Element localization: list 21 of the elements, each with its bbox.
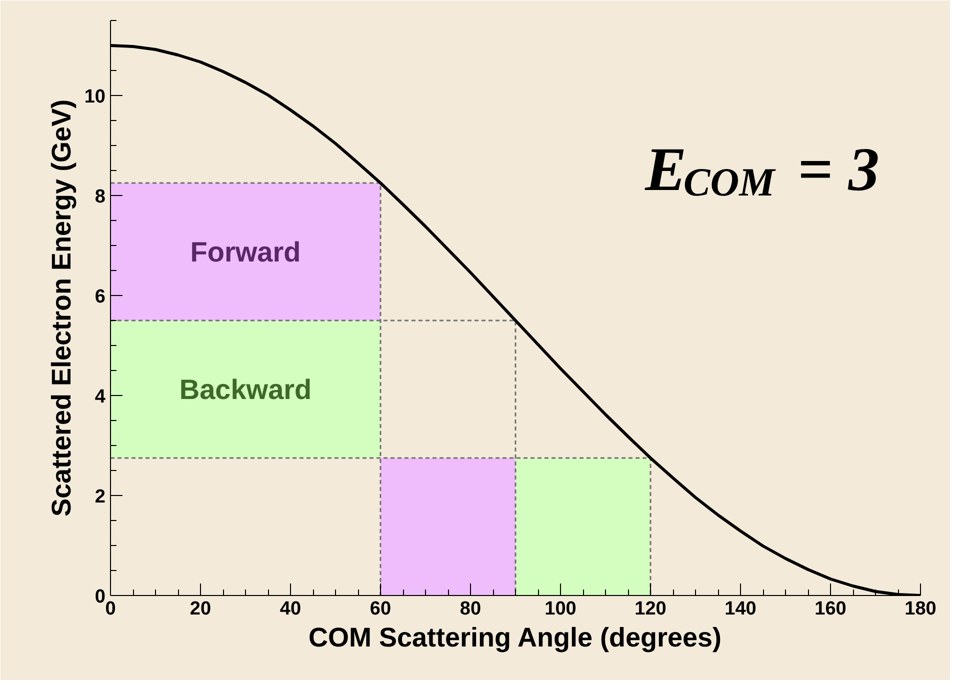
bar xyxy=(380,458,516,596)
y-tick-label: 10 xyxy=(84,86,106,108)
x-tick-label: 160 xyxy=(814,598,846,620)
bar xyxy=(516,458,650,596)
x-tick-label: 60 xyxy=(370,598,392,620)
x-tick-label: 80 xyxy=(460,598,482,620)
x-tick-label: 100 xyxy=(544,598,576,620)
y-axis-title: Scattered Electron Energy (GeV) xyxy=(46,99,76,517)
y-tick-label: 2 xyxy=(94,486,106,508)
x-tick-label: 140 xyxy=(724,598,756,620)
x-axis-title: COM Scattering Angle (degrees) xyxy=(308,622,722,652)
x-tick-label: 180 xyxy=(904,598,936,620)
y-tick-label: 8 xyxy=(94,186,106,208)
x-tick-label: 40 xyxy=(280,598,302,620)
series-label: Backward xyxy=(179,374,312,405)
y-tick-label: 4 xyxy=(94,386,106,408)
annotation: ECOM = 3 xyxy=(644,136,880,204)
series-label: Forward xyxy=(190,236,301,268)
x-tick-label: 120 xyxy=(634,598,666,620)
y-tick-label: 6 xyxy=(94,286,106,308)
x-tick-label: 20 xyxy=(190,598,212,620)
